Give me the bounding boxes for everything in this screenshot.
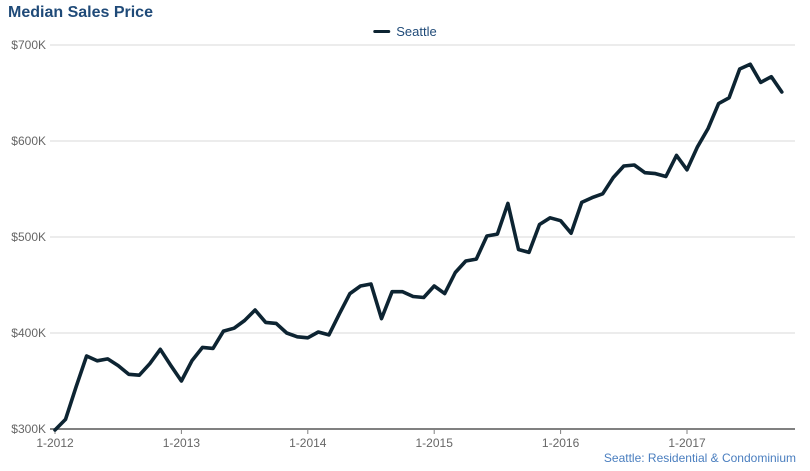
legend-item-seattle[interactable]: Seattle: [373, 24, 437, 39]
legend-label: Seattle: [396, 24, 437, 39]
y-axis-label: $400K: [11, 326, 46, 340]
x-axis-label: 1-2015: [416, 436, 454, 450]
x-axis-label: 1-2012: [36, 436, 74, 450]
series-line-seattle[interactable]: [53, 62, 784, 432]
x-axis-label: 1-2014: [289, 436, 327, 450]
y-axis-label: $600K: [11, 134, 46, 148]
y-axis-label: $700K: [11, 38, 46, 52]
legend-line-swatch: [373, 30, 391, 33]
y-axis-label: $500K: [11, 230, 46, 244]
y-axis-label: $300K: [11, 422, 46, 436]
x-axis-label: 1-2017: [668, 436, 706, 450]
x-axis-label: 1-2013: [163, 436, 201, 450]
x-axis-label: 1-2016: [542, 436, 580, 450]
chart-credits[interactable]: Seattle: Residential & Condominium: [603, 451, 796, 465]
chart-title: Median Sales Price: [8, 4, 153, 21]
